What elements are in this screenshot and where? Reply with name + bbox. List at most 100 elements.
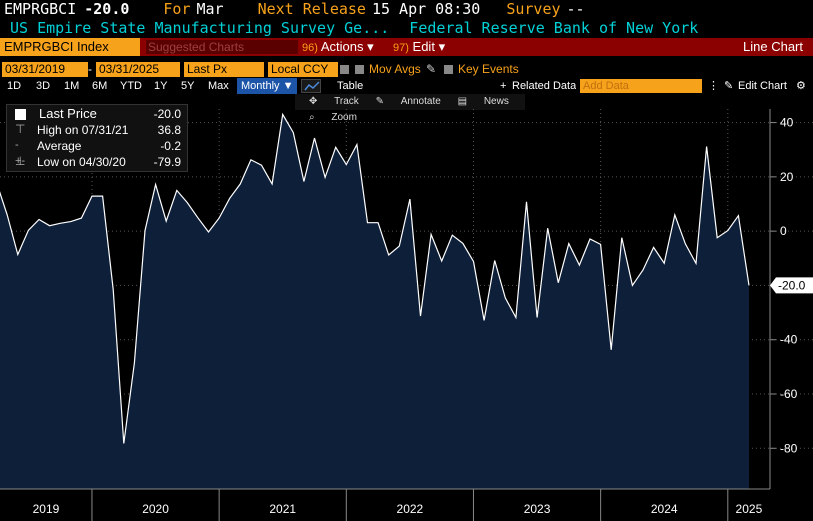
legend-low-label: Low on 04/30/20	[37, 155, 126, 169]
y-tick-label: 0	[780, 224, 787, 238]
x-tick-label: 2024	[651, 502, 678, 516]
edit-menu[interactable]: 97) Edit ▾	[393, 38, 445, 57]
edit-label: Edit	[412, 39, 435, 54]
period-max[interactable]: Max	[208, 80, 229, 92]
legend-high-row: ⊤ High on 07/31/21 36.8	[7, 122, 187, 138]
key-events-checkbox[interactable]	[444, 65, 453, 74]
last-value-label: -20.0	[770, 277, 813, 294]
x-tick-label: 2022	[397, 502, 424, 516]
last-value: -20.0	[84, 0, 130, 18]
period-1m[interactable]: 1M	[64, 80, 80, 92]
related-data-button[interactable]: Related Data	[512, 80, 576, 92]
date-separator: -	[88, 62, 92, 76]
end-date-input[interactable]: 03/31/2025	[96, 62, 180, 77]
y-tick-label: 20	[780, 170, 794, 184]
y-tick-label: -80	[780, 441, 798, 455]
legend-high-label: High on 07/31/21	[37, 123, 129, 137]
pencil-icon[interactable]: ✎	[426, 62, 437, 76]
for-label: For	[163, 0, 191, 18]
annotate-label: Annotate	[400, 96, 441, 107]
next-release-value: 15 Apr 08:30	[371, 0, 481, 18]
field-select[interactable]: Last Px	[184, 62, 264, 77]
edit-chevron-icon: ▾	[438, 39, 446, 54]
legend-low-row: ⊥ Low on 04/30/20 -79.9	[7, 154, 187, 170]
key-events-label[interactable]: Key Events	[458, 62, 519, 76]
actions-number: 96)	[302, 42, 318, 54]
last-price-swatch-icon	[15, 109, 26, 120]
chart-tools: ✥ Track ✎ Annotate ▤ News ⌕ Zoom	[295, 94, 525, 123]
period-1d[interactable]: 1D	[7, 80, 22, 92]
chart-icon[interactable]	[301, 79, 321, 93]
description-text: US Empire State Manufacturing Survey Ge.…	[10, 19, 390, 37]
actions-menu[interactable]: 96) Actions ▾	[302, 38, 374, 57]
gear-icon[interactable]: ⚙	[796, 80, 806, 92]
period-bar: 1D 3D 1M 6M YTD 1Y 5Y Max Monthly ▼ Tabl…	[0, 78, 813, 94]
main-toolbar: EMPRGBCI Index Suggested Charts 96) Acti…	[0, 38, 813, 56]
chart-type-label[interactable]: Line Chart	[743, 39, 803, 54]
low-marker-icon: ⊥	[15, 154, 26, 168]
y-tick-label: -60	[780, 387, 798, 401]
survey-value: --	[566, 0, 585, 18]
settings-separator: ⋮	[708, 80, 719, 92]
security-description: US Empire State Manufacturing Survey Ge.…	[0, 19, 813, 38]
x-tick-label: 2023	[524, 502, 551, 516]
high-marker-icon: ⊤	[15, 122, 26, 136]
actions-label: Actions	[320, 39, 364, 54]
actions-chevron-icon: ▾	[367, 39, 374, 54]
legend-last-row: Last Price -20.0	[7, 106, 187, 122]
news-label: News	[483, 96, 509, 107]
x-tick-label: 2019	[33, 502, 60, 516]
period-5y[interactable]: 5Y	[181, 80, 195, 92]
legend-last-value: -20.0	[153, 107, 181, 121]
average-marker-icon: -+-	[15, 139, 26, 167]
last-value-text: -20.0	[778, 278, 806, 292]
y-tick-label: 40	[780, 116, 794, 130]
add-data-input[interactable]: Add Data	[580, 79, 702, 93]
next-release-label: Next Release	[257, 0, 366, 18]
legend-low-value: -79.9	[153, 155, 181, 169]
period-ytd[interactable]: YTD	[120, 80, 142, 92]
security-field[interactable]: EMPRGBCI Index	[0, 38, 140, 56]
x-tick-label: 2021	[269, 502, 296, 516]
zoom-label: Zoom	[331, 112, 357, 123]
zoom-tool[interactable]: ⌕ Zoom	[309, 112, 357, 123]
currency-dropdown-icon[interactable]	[340, 65, 349, 74]
frequency-chevron-icon: ▼	[282, 80, 294, 92]
legend-average-label: Average	[37, 139, 82, 153]
chart-legend: Last Price -20.0 ⊤ High on 07/31/21 36.8…	[6, 104, 188, 172]
table-toggle[interactable]: Table	[337, 80, 364, 92]
frequency-select[interactable]: Monthly ▼	[237, 78, 298, 94]
edit-chart-button[interactable]: Edit Chart	[738, 80, 787, 92]
legend-last-label: Last Price	[39, 106, 97, 121]
series-area	[0, 114, 749, 489]
track-tool[interactable]: ✥ Track	[309, 96, 359, 107]
plus-icon[interactable]: +	[500, 80, 507, 92]
survey-label: Survey	[506, 0, 561, 18]
mov-avgs-label[interactable]: Mov Avgs	[369, 62, 421, 76]
mov-avgs-checkbox[interactable]	[355, 65, 364, 74]
period-1y[interactable]: 1Y	[154, 80, 168, 92]
edit-chart-pencil-icon[interactable]: ✎	[724, 80, 734, 92]
legend-average-row: -+- Average -0.2	[7, 138, 187, 167]
annotate-tool[interactable]: ✎ Annotate	[375, 96, 441, 107]
x-tick-label: 2025	[736, 502, 763, 516]
x-tick-label: 2020	[142, 502, 169, 516]
y-tick-label: -40	[780, 333, 798, 347]
edit-number: 97)	[393, 42, 409, 54]
x-axis: 2019 2020 2021 2022 2023 2024 2025	[0, 488, 770, 521]
currency-select[interactable]: Local CCY	[268, 62, 338, 77]
ticker-name: EMPRGBCI	[4, 0, 77, 18]
legend-average-value: -0.2	[160, 139, 181, 153]
suggested-charts-field[interactable]: Suggested Charts	[146, 40, 298, 54]
for-value: Mar	[196, 0, 224, 18]
period-3d[interactable]: 3D	[36, 80, 51, 92]
track-label: Track	[334, 96, 359, 107]
last-value-tag	[770, 277, 813, 294]
start-date-input[interactable]: 03/31/2019	[2, 62, 88, 77]
news-tool[interactable]: ▤ News	[457, 96, 509, 107]
source-text: Federal Reserve Bank of New York	[409, 19, 699, 37]
period-6m[interactable]: 6M	[92, 80, 108, 92]
security-header: EMPRGBCI -20.0 For Mar Next Release 15 Apr 08…	[0, 0, 813, 19]
